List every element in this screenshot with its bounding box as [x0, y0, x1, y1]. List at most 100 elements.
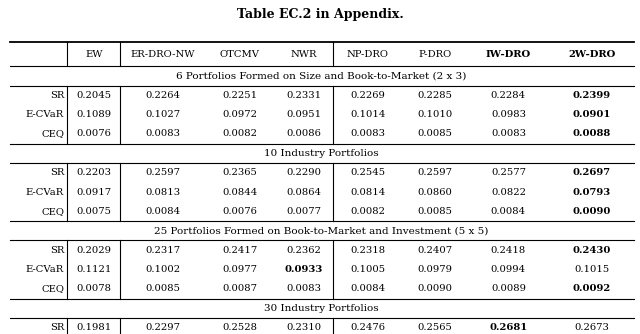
Text: 0.0951: 0.0951 [286, 110, 321, 119]
Text: 0.2251: 0.2251 [222, 91, 257, 100]
Text: 0.0822: 0.0822 [491, 188, 526, 196]
Text: CEQ: CEQ [41, 130, 64, 138]
Text: 0.2317: 0.2317 [145, 246, 180, 255]
Text: 0.2597: 0.2597 [145, 168, 180, 177]
Text: 0.2203: 0.2203 [76, 168, 111, 177]
Text: EW: EW [85, 50, 102, 59]
Text: 0.0075: 0.0075 [76, 207, 111, 216]
Text: 0.0983: 0.0983 [491, 110, 526, 119]
Text: 0.0076: 0.0076 [76, 130, 111, 138]
Text: 0.2029: 0.2029 [76, 246, 111, 255]
Text: 0.0917: 0.0917 [76, 188, 111, 196]
Text: 0.0087: 0.0087 [222, 285, 257, 293]
Text: 0.2577: 0.2577 [491, 168, 526, 177]
Text: 0.2264: 0.2264 [145, 91, 180, 100]
Text: SR: SR [50, 323, 64, 332]
Text: 0.2681: 0.2681 [490, 323, 527, 332]
Text: 25 Portfolios Formed on Book-to-Market and Investment (5 x 5): 25 Portfolios Formed on Book-to-Market a… [154, 226, 489, 235]
Text: 0.0814: 0.0814 [350, 188, 385, 196]
Text: 0.0084: 0.0084 [491, 207, 526, 216]
Text: 0.1002: 0.1002 [145, 265, 180, 274]
Text: 0.0972: 0.0972 [222, 110, 257, 119]
Text: 0.2284: 0.2284 [491, 91, 526, 100]
Text: 0.0076: 0.0076 [222, 207, 257, 216]
Text: 0.0090: 0.0090 [417, 285, 452, 293]
Text: 0.2418: 0.2418 [491, 246, 526, 255]
Text: 0.2697: 0.2697 [573, 168, 611, 177]
Text: 0.0085: 0.0085 [417, 207, 452, 216]
Text: 0.0092: 0.0092 [573, 285, 611, 293]
Text: 0.0793: 0.0793 [573, 188, 611, 196]
Text: 0.1010: 0.1010 [417, 110, 452, 119]
Text: 0.0077: 0.0077 [286, 207, 321, 216]
Text: 0.0864: 0.0864 [286, 188, 321, 196]
Text: CEQ: CEQ [41, 207, 64, 216]
Text: 0.2045: 0.2045 [76, 91, 111, 100]
Text: 0.2331: 0.2331 [286, 91, 321, 100]
Text: 0.2310: 0.2310 [286, 323, 321, 332]
Text: 0.2565: 0.2565 [417, 323, 452, 332]
Text: E-CVaR: E-CVaR [26, 110, 64, 119]
Text: 0.2285: 0.2285 [417, 91, 452, 100]
Text: NP-DRO: NP-DRO [347, 50, 388, 59]
Text: 0.2417: 0.2417 [222, 246, 257, 255]
Text: IW-DRO: IW-DRO [486, 50, 531, 59]
Text: OTCMV: OTCMV [220, 50, 260, 59]
Text: 0.0089: 0.0089 [491, 285, 526, 293]
Text: SR: SR [50, 246, 64, 255]
Text: E-CVaR: E-CVaR [26, 265, 64, 274]
Text: 0.1005: 0.1005 [350, 265, 385, 274]
Text: 0.0085: 0.0085 [417, 130, 452, 138]
Text: 10 Industry Portfolios: 10 Industry Portfolios [264, 149, 379, 158]
Text: 0.2297: 0.2297 [145, 323, 180, 332]
Text: 0.0901: 0.0901 [573, 110, 611, 119]
Text: 0.0088: 0.0088 [573, 130, 611, 138]
Text: 0.0082: 0.0082 [222, 130, 257, 138]
Text: 0.1015: 0.1015 [574, 265, 609, 274]
Text: 0.2597: 0.2597 [417, 168, 452, 177]
Text: NWR: NWR [291, 50, 317, 59]
Text: 0.1981: 0.1981 [76, 323, 111, 332]
Text: 0.1027: 0.1027 [145, 110, 180, 119]
Text: 0.0084: 0.0084 [145, 207, 180, 216]
Text: 0.0813: 0.0813 [145, 188, 180, 196]
Text: ER-DRO-NW: ER-DRO-NW [130, 50, 195, 59]
Text: 0.0977: 0.0977 [222, 265, 257, 274]
Text: 0.0083: 0.0083 [491, 130, 526, 138]
Text: SR: SR [50, 91, 64, 100]
Text: 0.2290: 0.2290 [286, 168, 321, 177]
Text: 0.2269: 0.2269 [350, 91, 385, 100]
Text: 0.2407: 0.2407 [417, 246, 452, 255]
Text: 0.0979: 0.0979 [417, 265, 452, 274]
Text: 0.0994: 0.0994 [491, 265, 526, 274]
Text: 2W-DRO: 2W-DRO [568, 50, 616, 59]
Text: 0.0933: 0.0933 [284, 265, 323, 274]
Text: 0.2430: 0.2430 [573, 246, 611, 255]
Text: 6 Portfolios Formed on Size and Book-to-Market (2 x 3): 6 Portfolios Formed on Size and Book-to-… [177, 71, 467, 80]
Text: CEQ: CEQ [41, 285, 64, 293]
Text: 0.2545: 0.2545 [350, 168, 385, 177]
Text: 0.1121: 0.1121 [76, 265, 111, 274]
Text: 0.0082: 0.0082 [350, 207, 385, 216]
Text: 0.0844: 0.0844 [222, 188, 257, 196]
Text: P-DRO: P-DRO [418, 50, 451, 59]
Text: 0.0085: 0.0085 [145, 285, 180, 293]
Text: 0.2399: 0.2399 [573, 91, 611, 100]
Text: 0.1014: 0.1014 [350, 110, 385, 119]
Text: 0.2365: 0.2365 [222, 168, 257, 177]
Text: E-CVaR: E-CVaR [26, 188, 64, 196]
Text: 0.0084: 0.0084 [350, 285, 385, 293]
Text: 0.0078: 0.0078 [76, 285, 111, 293]
Text: 30 Industry Portfolios: 30 Industry Portfolios [264, 304, 379, 313]
Text: 0.0090: 0.0090 [573, 207, 611, 216]
Text: 0.0860: 0.0860 [417, 188, 452, 196]
Text: 0.2476: 0.2476 [350, 323, 385, 332]
Text: SR: SR [50, 168, 64, 177]
Text: Table EC.2 in Appendix.: Table EC.2 in Appendix. [237, 8, 403, 21]
Text: 0.2318: 0.2318 [350, 246, 385, 255]
Text: 0.0083: 0.0083 [145, 130, 180, 138]
Text: 0.0086: 0.0086 [286, 130, 321, 138]
Text: 0.1089: 0.1089 [76, 110, 111, 119]
Text: 0.2362: 0.2362 [286, 246, 321, 255]
Text: 0.2673: 0.2673 [575, 323, 609, 332]
